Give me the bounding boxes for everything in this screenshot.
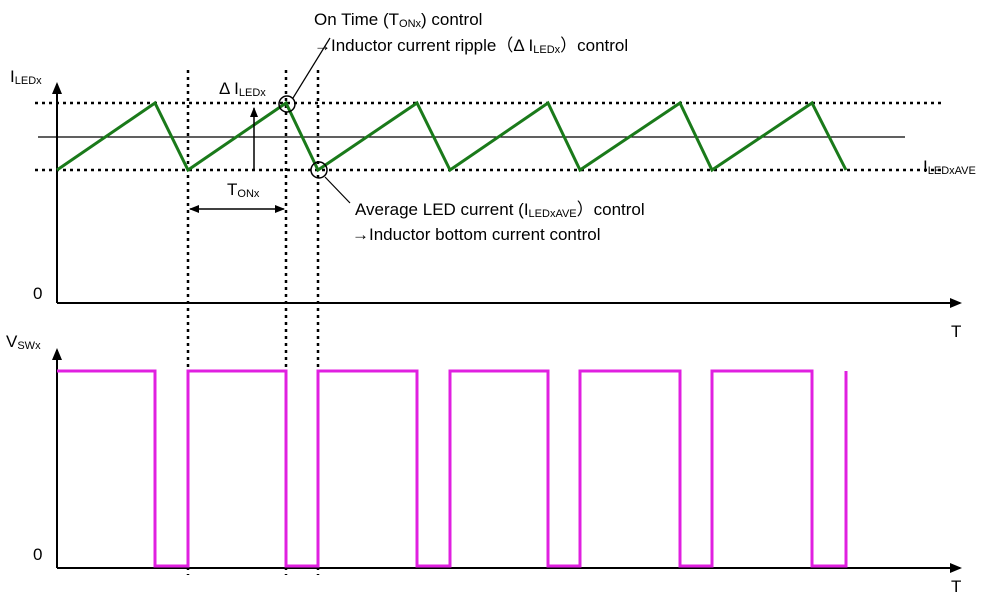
average-current-label: ILEDxAVE — [923, 157, 976, 177]
average-leader-line — [324, 176, 351, 204]
top-zero-label: 0 — [33, 284, 42, 303]
bottom-x-axis-label: T — [951, 577, 961, 596]
on-time-annotation-line2: →Inductor current ripple（Δ ILEDx）control — [314, 36, 628, 56]
inductor-current-waveform — [56, 100, 848, 173]
average-annotation-line1: Average LED current (ILEDxAVE）control — [355, 200, 645, 220]
top-y-axis-label: ILEDx — [10, 67, 42, 87]
switch-voltage-waveform — [57, 369, 848, 568]
peak-highlight-circle — [278, 95, 296, 113]
valley-highlight-circle — [310, 161, 328, 179]
bottom-y-axis-label: VSWx — [6, 332, 41, 352]
top-x-axis-label: T — [951, 322, 961, 341]
ripple-label: Δ ILEDx — [219, 79, 266, 99]
on-time-annotation-line1: On Time (TONx) control — [314, 10, 482, 30]
ton-label: TONx — [227, 180, 260, 200]
on-time-leader-line — [292, 37, 331, 99]
bottom-zero-label: 0 — [33, 545, 42, 564]
average-annotation-line2: →Inductor bottom current control — [352, 225, 601, 244]
